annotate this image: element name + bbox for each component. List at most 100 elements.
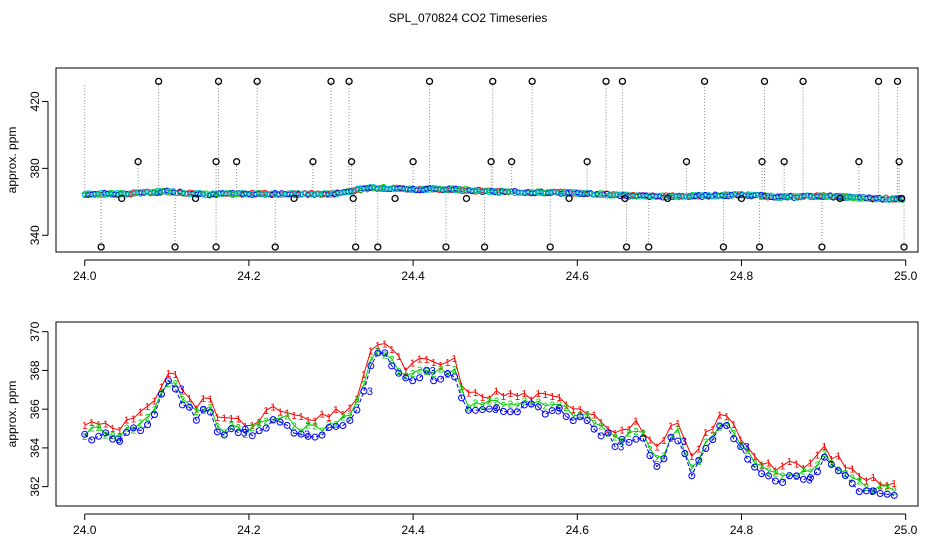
bottom-series-point-2: 2 [326,420,332,431]
top-data-point [242,191,249,198]
bottom-series-point-1: 1 [668,422,674,433]
bottom-series-label-3: 3 [806,474,812,486]
top-data-point [134,190,141,197]
top-data-point [430,185,436,192]
bottom-series-point-3 [834,467,842,475]
top-outlier-point [191,194,200,203]
top-data-point [571,191,577,197]
bottom-series-point-1: 1 [870,473,876,484]
bottom-series-point-1: 1 [675,419,681,430]
top-data-point [187,191,193,198]
bottom-series-point-1: 1 [284,409,290,420]
top-outlier-point [780,158,788,166]
top-outlier-point [895,158,903,166]
bottom-series-point-2: 2 [584,410,590,421]
top-outlier-point [663,194,672,203]
bottom-series-point-3 [95,432,103,440]
bottom-series-point-1: 1 [710,425,716,436]
bottom-series-point-1: 1 [438,361,444,372]
bottom-series-point-3 [332,422,340,430]
top-data-point [604,192,610,199]
bottom-series-point-3 [262,424,270,432]
bottom-series-point-3 [458,394,466,402]
bottom-series-point-2: 2 [501,401,507,412]
top-data-point [95,191,101,197]
bottom-series-point-3 [639,434,647,442]
top-data-point [374,185,380,191]
bottom-series-point-3 [688,472,696,480]
bottom-series-point-2: 2 [173,379,179,390]
bottom-series-point-2: 2 [738,441,744,452]
top-data-point [758,191,764,198]
bottom-series-point-2: 2 [780,471,786,482]
top-data-point [577,191,584,197]
bottom-series-point-3 [723,421,731,429]
top-data-point [311,191,318,198]
top-data-point [439,186,446,193]
bottom-series-point-2: 2 [96,423,102,434]
bottom-series-point-2: 2 [333,420,339,431]
bottom-series-point-2: 2 [549,401,555,412]
bottom-series-point-2: 2 [857,476,863,487]
bottom-series-point-1: 1 [598,418,604,429]
top-data-point [498,189,505,196]
top-data-point [764,193,771,199]
top-data-point [521,189,528,196]
bottom-series-point-3 [185,403,193,411]
bottom-x-tick-label: 24.0 [73,523,97,537]
bottom-series-point-3 [199,405,207,413]
top-outlier-point [212,243,220,251]
top-data-point [610,192,617,199]
bottom-series-point-2: 2 [284,412,290,423]
bottom-series-point-3 [618,435,626,443]
bottom-series-point-1: 1 [738,435,744,446]
top-data-point [357,185,364,191]
bottom-series-point-2: 2 [529,399,535,410]
bottom-series-point-2: 2 [438,365,444,376]
bottom-series-point-1: 1 [696,445,702,456]
top-data-point [387,185,393,192]
top-data-point [183,190,190,197]
bottom-series-point-2: 2 [724,418,730,429]
bottom-series-point-2: 2 [675,425,681,436]
bottom-series-point-3 [820,453,828,461]
bottom-series-point-1: 1 [242,422,248,433]
bottom-series-point-1: 1 [515,392,521,403]
top-outlier-point [528,77,536,86]
top-data-point [265,191,272,197]
bottom-series-point-3 [597,432,605,440]
top-data-point [548,189,554,195]
bottom-series-point-2: 2 [870,486,876,497]
bottom-series-point-3 [151,411,159,419]
bottom-series-point-3 [220,431,228,439]
bottom-series-point-3 [674,437,682,445]
bottom-series-point-3 [555,404,563,412]
top-y-axis: 340 380 420 [28,91,49,245]
top-data-point [101,191,108,198]
bottom-series-point-3 [304,432,312,440]
bottom-series-point-1: 1 [187,394,193,405]
top-data-point [177,190,183,197]
top-outlier-point [409,158,417,166]
top-y-axis-label: approx. ppm [5,127,19,194]
bottom-series-point-3 [520,401,528,409]
top-outlier-point [349,194,357,203]
top-data-point [610,190,617,197]
top-outlier-point [134,158,142,166]
top-data-point [466,188,472,194]
top-outlier-point [893,77,902,86]
bottom-series-point-3 [116,437,124,445]
top-outlier-point [758,158,766,166]
bottom-series-point-1: 1 [173,370,179,381]
bottom-series-point-3 [806,474,814,482]
bottom-series-point-3 [604,429,612,437]
top-data-point [206,191,213,197]
top-panel: 24.0 24.2 24.4 24.6 24.8 25.0 340 380 420 approx.… [5,67,919,283]
top-data-point [203,192,210,199]
top-outlier-point [97,243,105,251]
top-data-point [436,186,443,192]
bottom-series-point-3 [709,436,717,444]
bottom-series-point-3 [890,491,898,499]
top-data-point [590,191,597,198]
